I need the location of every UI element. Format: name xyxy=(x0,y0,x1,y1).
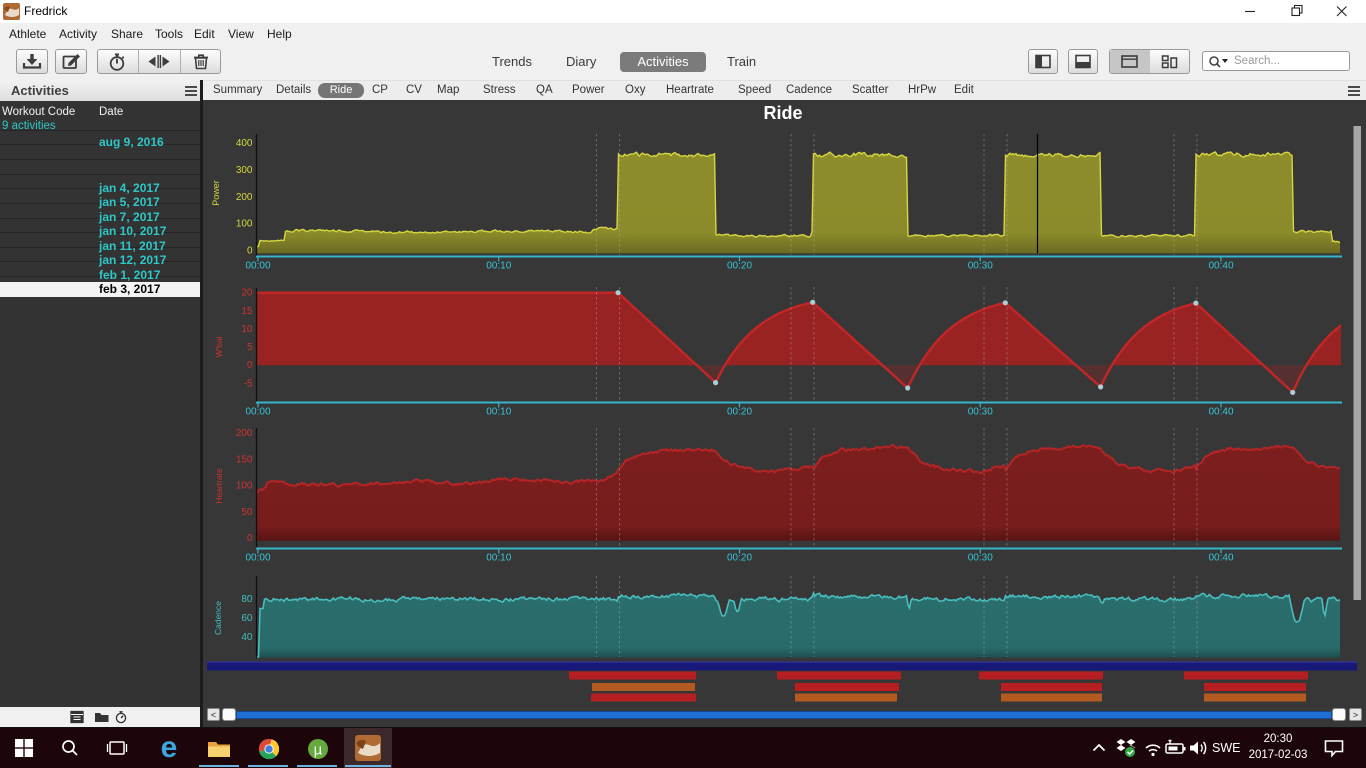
svg-text:200: 200 xyxy=(236,192,253,203)
svg-text:00:30: 00:30 xyxy=(968,553,993,564)
svg-text:Ride: Ride xyxy=(763,103,802,123)
svg-text:0: 0 xyxy=(247,360,253,371)
svg-text:10: 10 xyxy=(241,324,253,335)
svg-text:00:30: 00:30 xyxy=(968,407,993,418)
svg-text:50: 50 xyxy=(241,507,253,518)
svg-text:400: 400 xyxy=(236,138,253,149)
svg-text:W'bal: W'bal xyxy=(214,336,224,357)
svg-text:00:40: 00:40 xyxy=(1208,553,1233,564)
svg-text:100: 100 xyxy=(236,481,253,492)
svg-text:00:40: 00:40 xyxy=(1208,407,1233,418)
svg-text:e: e xyxy=(161,733,178,763)
svg-text:100: 100 xyxy=(236,219,253,230)
svg-text:0: 0 xyxy=(247,245,253,256)
svg-text:80: 80 xyxy=(241,594,253,605)
svg-text:Power: Power xyxy=(211,180,221,206)
svg-text:200: 200 xyxy=(236,428,253,439)
svg-text:Cadence: Cadence xyxy=(213,601,223,635)
svg-text:Heartrate: Heartrate xyxy=(214,468,224,504)
svg-text:00:00: 00:00 xyxy=(245,261,270,272)
svg-text:µ: µ xyxy=(314,742,323,759)
svg-text:20: 20 xyxy=(241,288,253,299)
svg-text:00:10: 00:10 xyxy=(486,261,511,272)
svg-text:150: 150 xyxy=(236,454,253,465)
svg-text:300: 300 xyxy=(236,165,253,176)
svg-text:00:20: 00:20 xyxy=(727,261,752,272)
svg-text:5: 5 xyxy=(247,342,253,353)
svg-text:-5: -5 xyxy=(244,378,253,389)
svg-text:15: 15 xyxy=(241,306,253,317)
svg-text:0: 0 xyxy=(247,533,253,544)
svg-text:00:40: 00:40 xyxy=(1208,261,1233,272)
svg-text:00:10: 00:10 xyxy=(486,407,511,418)
svg-text:40: 40 xyxy=(241,632,253,643)
svg-text:00:00: 00:00 xyxy=(245,407,270,418)
svg-text:00:10: 00:10 xyxy=(486,553,511,564)
svg-text:00:20: 00:20 xyxy=(727,553,752,564)
svg-text:00:00: 00:00 xyxy=(245,553,270,564)
svg-text:00:30: 00:30 xyxy=(968,261,993,272)
svg-text:60: 60 xyxy=(241,613,253,624)
svg-text:00:20: 00:20 xyxy=(727,407,752,418)
